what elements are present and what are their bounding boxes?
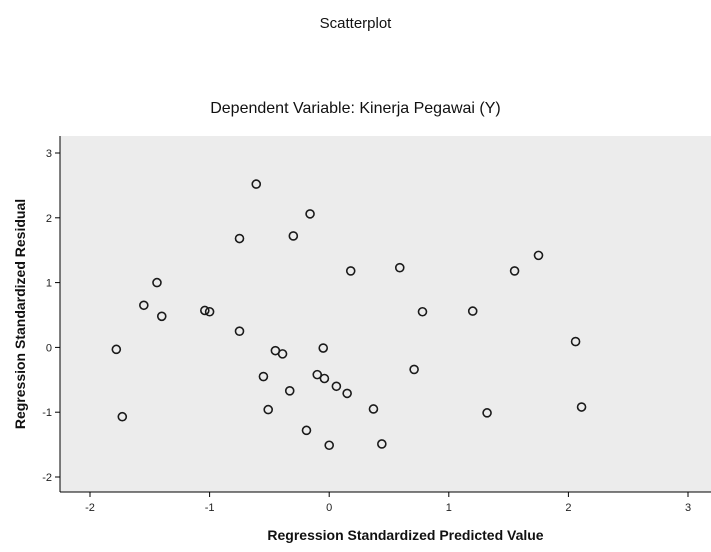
y-tick-label: 3	[46, 148, 52, 160]
x-tick-label: 2	[565, 502, 571, 514]
scatter-point	[394, 262, 405, 273]
scatter-point	[377, 439, 387, 449]
y-tick-label: 2	[46, 213, 52, 225]
scatter-point	[139, 300, 149, 311]
scatter-point	[234, 233, 245, 244]
scatter-point	[263, 404, 274, 415]
scatter-point	[467, 306, 478, 316]
y-axis: 3 2 1 0 -1 -2	[42, 148, 60, 484]
scatter-point	[288, 231, 299, 241]
scatter-point	[533, 250, 544, 261]
scatter-point	[111, 344, 122, 355]
y-axis-label: Regression Standardized Residual	[12, 199, 28, 429]
scatter-point	[117, 411, 128, 422]
x-axis: -2 -1 0 1 2 3	[85, 492, 691, 514]
scatter-point	[482, 408, 492, 418]
scatter-point	[570, 336, 581, 347]
plot-area	[60, 136, 711, 492]
scatter-point	[258, 371, 269, 382]
scatter-point	[345, 266, 356, 276]
y-tick-label: 0	[46, 342, 52, 354]
scatter-point	[417, 306, 428, 317]
y-tick-label: -1	[42, 407, 52, 419]
x-tick-label: 1	[446, 502, 452, 514]
scatter-point	[342, 388, 352, 399]
x-tick-label: 0	[326, 502, 332, 514]
scatter-point	[318, 343, 329, 353]
scatter-point	[576, 402, 587, 412]
x-tick-label: 3	[685, 502, 691, 514]
scatter-point	[284, 386, 295, 396]
chart-subtitle: Dependent Variable: Kinerja Pegawai (Y)	[210, 100, 501, 117]
x-tick-label: -2	[85, 502, 95, 514]
scatter-point	[234, 326, 245, 337]
scatter-point	[324, 440, 335, 451]
x-tick-label: -1	[205, 502, 215, 514]
scatter-point	[301, 425, 312, 436]
scatter-point	[331, 381, 342, 392]
scatter-point	[277, 349, 288, 359]
scatter-point	[319, 373, 330, 384]
y-tick-label: 1	[46, 278, 52, 290]
scatter-point	[368, 404, 379, 414]
scatter-point	[204, 306, 215, 317]
scatter-point	[305, 209, 315, 219]
scatter-point	[200, 305, 210, 316]
chart-title: Scatterplot	[319, 15, 392, 32]
scatter-point	[156, 311, 167, 322]
scatter-point	[312, 369, 323, 380]
scatter-point	[251, 179, 262, 189]
scatter-point	[409, 364, 419, 375]
scatter-point	[152, 277, 162, 288]
y-tick-label: -2	[42, 472, 52, 484]
scatter-point	[509, 266, 520, 276]
data-points	[111, 179, 587, 451]
x-axis-label: Regression Standardized Predicted Value	[267, 527, 543, 543]
